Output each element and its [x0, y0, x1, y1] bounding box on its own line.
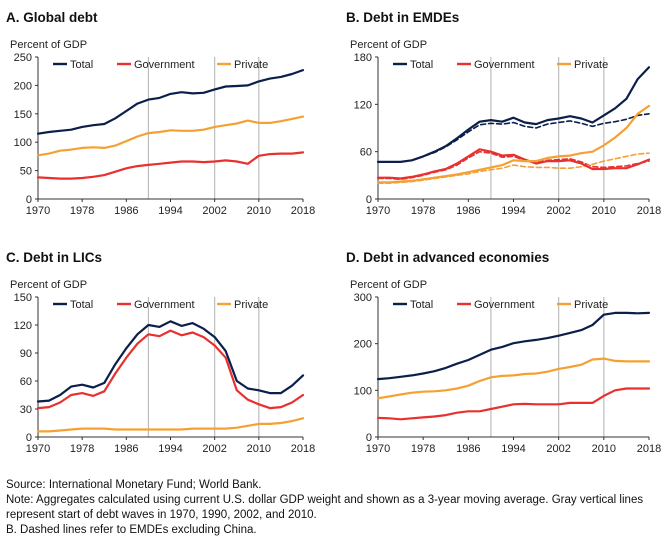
series-line-total — [36, 68, 305, 135]
figure-panels: A. Global debt Percent of GDP 0 50 100 150 200… — [6, 10, 661, 455]
y-tick-label: 100 — [354, 385, 372, 397]
y-tick-label: 90 — [20, 348, 32, 360]
legend-label-private: Private — [574, 299, 608, 311]
series-line-private — [376, 104, 651, 184]
x-tick-label: 1994 — [501, 205, 525, 217]
y-tick-label: 150 — [14, 292, 32, 304]
series-line-total — [376, 311, 651, 381]
x-tick-label: 1970 — [26, 443, 50, 455]
x-tick-label: 2002 — [546, 443, 570, 455]
series-line-government — [376, 387, 651, 421]
y-tick-label: 0 — [26, 194, 32, 206]
panel-title: D. Debt in advanced economies — [346, 250, 549, 265]
series-line-government — [376, 148, 651, 180]
series-line-government — [36, 329, 305, 410]
panel-title: B. Debt in EMDEs — [346, 10, 459, 25]
panel-title: A. Global debt — [6, 10, 98, 25]
source-text: Source: International Monetary Fund; Wor… — [6, 479, 262, 491]
y-tick-label: 100 — [14, 137, 32, 149]
y-tick-label: 50 — [20, 166, 32, 178]
x-tick-label: 1986 — [114, 443, 138, 455]
chart-panel-global-debt: A. Global debt Percent of GDP 0 50 100 150 200… — [6, 10, 315, 217]
chart-panel-advanced-debt: D. Debt in advanced economies Percent of … — [346, 250, 661, 455]
x-tick-label: 2002 — [202, 443, 226, 455]
x-tick-label: 1994 — [158, 205, 182, 217]
legend-label-total: Total — [70, 59, 93, 71]
y-axis-unit-label: Percent of GDP — [350, 39, 427, 51]
x-tick-label: 1970 — [366, 443, 390, 455]
y-tick-label: 0 — [26, 432, 32, 444]
legend-label-government: Government — [134, 299, 195, 311]
series-line-private — [36, 417, 305, 433]
x-tick-label: 1970 — [26, 205, 50, 217]
y-axis-unit-label: Percent of GDP — [350, 279, 427, 291]
chart-panel-emde-debt: B. Debt in EMDEs Percent of GDP 0 60 120 180 1… — [346, 10, 661, 217]
x-tick-label: 2010 — [247, 205, 271, 217]
x-tick-label: 2010 — [592, 205, 616, 217]
x-tick-label: 1978 — [411, 443, 435, 455]
x-tick-label: 1970 — [366, 205, 390, 217]
y-tick-label: 120 — [14, 320, 32, 332]
y-tick-label: 200 — [354, 339, 372, 351]
note-text: Note: Aggregates calculated using curren… — [6, 494, 644, 521]
y-tick-label: 60 — [20, 376, 32, 388]
series-line-government — [36, 151, 305, 180]
x-tick-label: 2010 — [592, 443, 616, 455]
x-tick-label: 1978 — [70, 205, 94, 217]
series-line-total — [36, 320, 305, 403]
y-tick-label: 30 — [20, 404, 32, 416]
y-tick-label: 60 — [360, 147, 372, 159]
legend-label-total: Total — [410, 59, 433, 71]
series-line-total — [376, 66, 651, 163]
y-tick-label: 180 — [354, 52, 372, 64]
legend-label-private: Private — [574, 59, 608, 71]
x-tick-label: 1986 — [456, 443, 480, 455]
series-line-private — [376, 357, 651, 400]
panel-title: C. Debt in LICs — [6, 250, 102, 265]
legend-label-private: Private — [234, 299, 268, 311]
x-tick-label: 2010 — [247, 443, 271, 455]
y-axis-unit-label: Percent of GDP — [10, 39, 87, 51]
legend-label-government: Government — [474, 299, 535, 311]
legend-label-private: Private — [234, 59, 268, 71]
y-tick-label: 0 — [366, 432, 372, 444]
x-tick-label: 2002 — [202, 205, 226, 217]
x-tick-label: 2018 — [637, 205, 661, 217]
legend-label-total: Total — [410, 299, 433, 311]
y-tick-label: 0 — [366, 194, 372, 206]
x-tick-label: 2018 — [637, 443, 661, 455]
y-tick-label: 200 — [14, 80, 32, 92]
legend-label-total: Total — [70, 299, 93, 311]
x-tick-label: 1994 — [158, 443, 182, 455]
legend-label-government: Government — [474, 59, 535, 71]
figure-notes: Source: International Monetary Fund; Wor… — [6, 478, 666, 538]
y-tick-label: 250 — [14, 52, 32, 64]
x-tick-label: 2018 — [291, 443, 315, 455]
x-tick-label: 1978 — [70, 443, 94, 455]
legend-label-government: Government — [134, 59, 195, 71]
y-tick-label: 120 — [354, 99, 372, 111]
dashed-series-total — [377, 113, 650, 163]
y-tick-label: 150 — [14, 109, 32, 121]
x-tick-label: 1986 — [114, 205, 138, 217]
y-axis-unit-label: Percent of GDP — [10, 279, 87, 291]
x-tick-label: 1978 — [411, 205, 435, 217]
note-b-text: B. Dashed lines refer to EMDEs excluding… — [6, 524, 257, 536]
x-tick-label: 1986 — [456, 205, 480, 217]
y-tick-label: 300 — [354, 292, 372, 304]
series-line-private — [36, 115, 305, 157]
x-tick-label: 1994 — [501, 443, 525, 455]
x-tick-label: 2002 — [546, 205, 570, 217]
x-tick-label: 2018 — [291, 205, 315, 217]
chart-panel-lic-debt: C. Debt in LICs Percent of GDP 0 30 60 90 120 1… — [6, 250, 315, 455]
